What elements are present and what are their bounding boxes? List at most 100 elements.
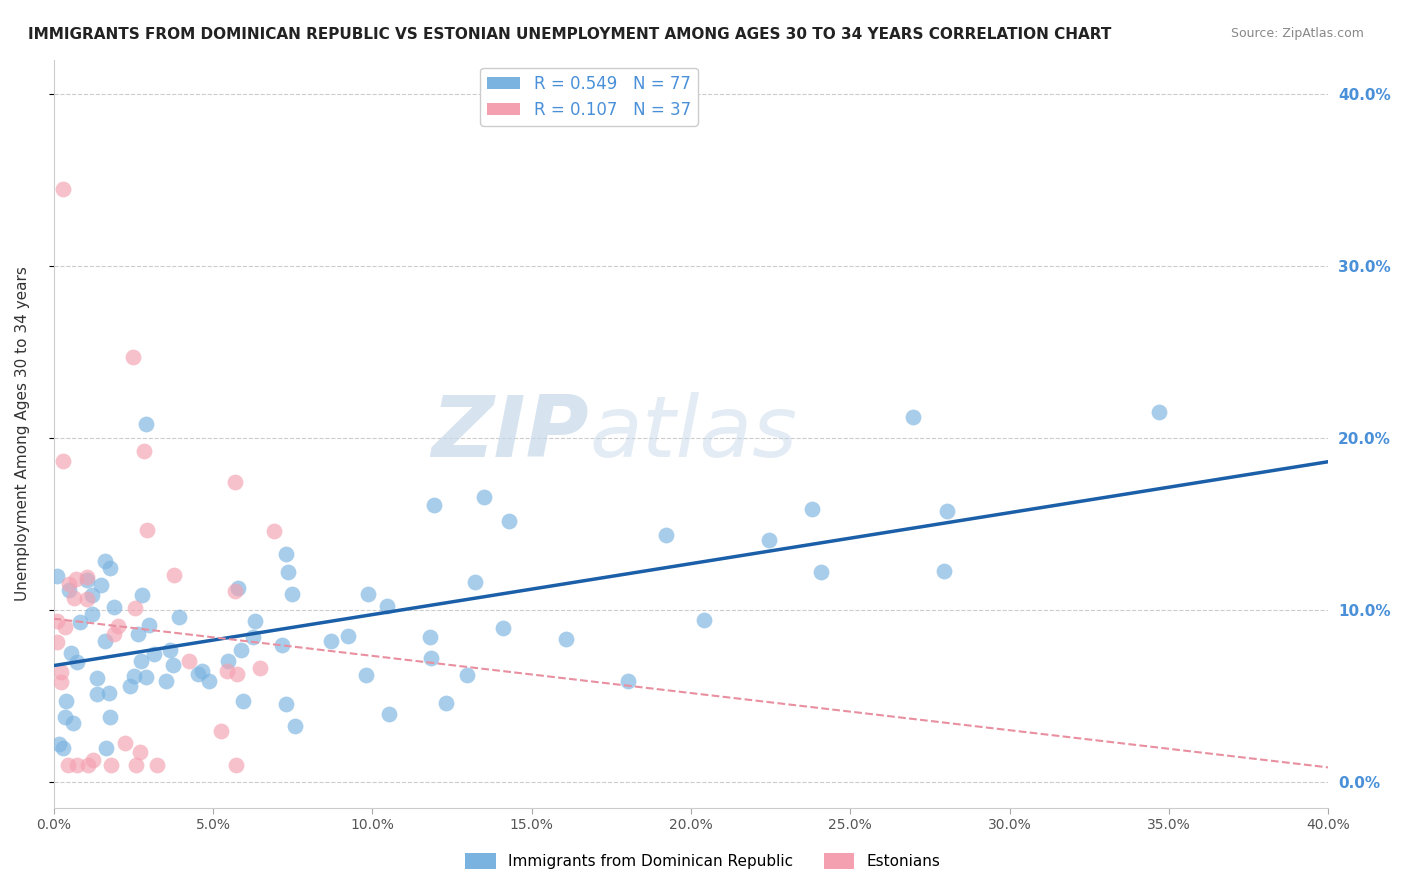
Point xyxy=(49,674,72,689)
Point xyxy=(127,627,149,641)
Point xyxy=(249,661,271,675)
Point xyxy=(277,565,299,579)
Point xyxy=(492,622,515,636)
Point xyxy=(284,719,307,733)
Point xyxy=(94,633,117,648)
Point xyxy=(76,573,98,587)
Point xyxy=(52,454,75,468)
Point xyxy=(76,592,98,607)
Point xyxy=(125,758,148,772)
Point xyxy=(187,667,209,681)
Point xyxy=(69,615,91,630)
Point xyxy=(56,758,79,772)
Point xyxy=(498,514,520,528)
Point xyxy=(136,523,159,537)
Point xyxy=(86,671,108,685)
Point xyxy=(319,634,342,648)
Point xyxy=(375,599,398,613)
Text: IMMIGRANTS FROM DOMINICAN REPUBLIC VS ESTONIAN UNEMPLOYMENT AMONG AGES 30 TO 34 : IMMIGRANTS FROM DOMINICAN REPUBLIC VS ES… xyxy=(28,27,1112,42)
Point xyxy=(58,582,80,597)
Point xyxy=(245,614,267,628)
Point xyxy=(276,547,298,561)
Point xyxy=(217,664,239,678)
Point xyxy=(692,613,714,627)
Point xyxy=(217,654,239,668)
Point xyxy=(617,673,640,688)
Point xyxy=(263,524,285,538)
Point xyxy=(177,654,200,668)
Y-axis label: Unemployment Among Ages 30 to 34 years: Unemployment Among Ages 30 to 34 years xyxy=(15,267,30,601)
Point xyxy=(118,680,141,694)
Point xyxy=(356,668,378,682)
Text: atlas: atlas xyxy=(589,392,797,475)
Point xyxy=(224,583,246,598)
Point xyxy=(901,410,924,425)
Point xyxy=(464,575,486,590)
Point xyxy=(98,561,121,575)
Point xyxy=(51,740,73,755)
Point xyxy=(419,650,441,665)
Point xyxy=(59,646,82,660)
Point xyxy=(131,588,153,602)
Point xyxy=(114,736,136,750)
Point xyxy=(82,607,104,621)
Point xyxy=(242,630,264,644)
Point xyxy=(934,564,956,578)
Point xyxy=(66,758,89,772)
Point xyxy=(142,648,165,662)
Point xyxy=(65,572,87,586)
Point xyxy=(224,475,246,490)
Point xyxy=(281,587,304,601)
Point xyxy=(63,591,86,605)
Point xyxy=(226,666,249,681)
Point xyxy=(55,710,77,724)
Legend: Immigrants from Dominican Republic, Estonians: Immigrants from Dominican Republic, Esto… xyxy=(460,847,946,875)
Point xyxy=(159,643,181,657)
Point xyxy=(107,619,129,633)
Point xyxy=(62,716,84,731)
Point xyxy=(100,710,122,724)
Point xyxy=(124,669,146,683)
Point xyxy=(935,503,957,517)
Point xyxy=(163,568,186,582)
Point xyxy=(76,758,98,772)
Point xyxy=(758,533,780,548)
Point xyxy=(45,634,67,648)
Point xyxy=(135,417,157,432)
Point xyxy=(103,600,125,615)
Point xyxy=(654,527,676,541)
Point xyxy=(135,671,157,685)
Point xyxy=(336,629,359,643)
Text: ZIP: ZIP xyxy=(432,392,589,475)
Point xyxy=(48,737,70,751)
Point xyxy=(52,181,75,195)
Point xyxy=(66,655,89,669)
Point xyxy=(132,444,155,458)
Point xyxy=(55,620,77,634)
Point xyxy=(98,686,121,700)
Point xyxy=(100,758,122,772)
Point xyxy=(274,697,297,711)
Point xyxy=(419,630,441,644)
Point xyxy=(555,632,578,646)
Point xyxy=(190,664,212,678)
Point xyxy=(122,351,145,365)
Point xyxy=(45,615,67,629)
Point xyxy=(82,753,104,767)
Point xyxy=(58,577,80,591)
Point xyxy=(474,490,496,504)
Point xyxy=(155,674,177,689)
Point xyxy=(271,638,294,652)
Point xyxy=(225,758,247,772)
Point xyxy=(86,687,108,701)
Point xyxy=(128,745,150,759)
Point xyxy=(94,740,117,755)
Point xyxy=(356,587,378,601)
Point xyxy=(198,674,221,689)
Point xyxy=(209,724,232,739)
Point xyxy=(423,499,446,513)
Point xyxy=(226,581,249,595)
Point xyxy=(145,758,167,772)
Point xyxy=(55,694,77,708)
Point xyxy=(90,578,112,592)
